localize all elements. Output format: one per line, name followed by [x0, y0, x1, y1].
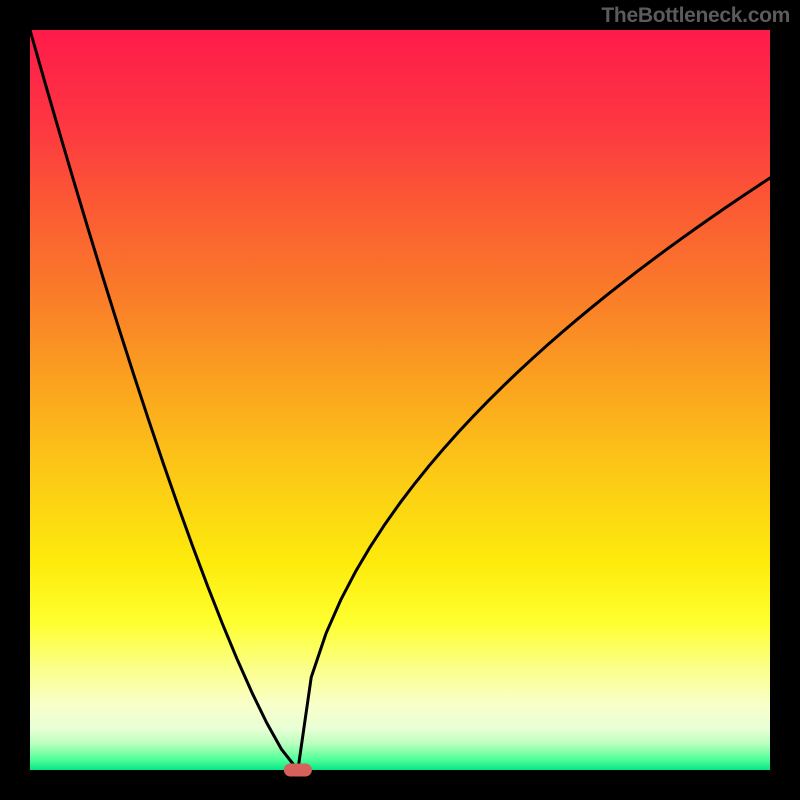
optimal-point-marker: [284, 764, 312, 777]
attribution-text: TheBottleneck.com: [601, 4, 790, 28]
bottleneck-chart: [0, 0, 800, 800]
